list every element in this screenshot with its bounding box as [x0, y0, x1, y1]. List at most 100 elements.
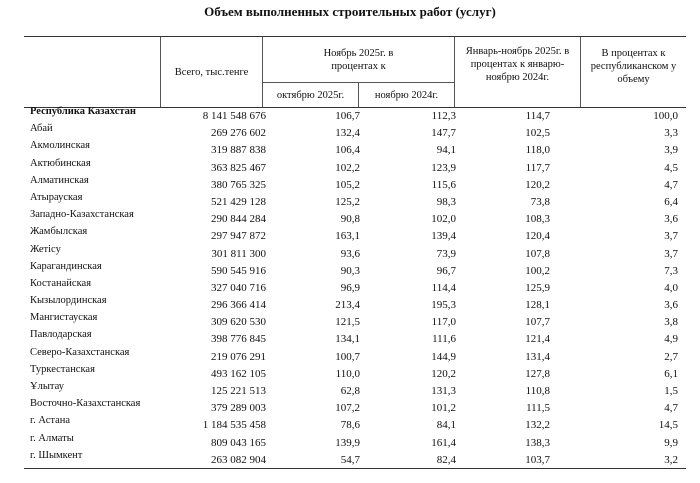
- pct-november-2024: 102,0: [431, 213, 456, 226]
- table-row: Алматинская 380 765 325 105,2 115,6 120,2 4,7: [24, 174, 686, 193]
- table-row: Павлодарская 398 776 845 134,1 111,6 121,4 4,…: [24, 329, 686, 347]
- table-row: г. Астана 1 184 535 458 78,6 84,1 132,2 14,5: [24, 415, 686, 433]
- region-name: Павлодарская: [30, 329, 92, 341]
- pct-october: 110,0: [335, 367, 360, 380]
- pct-november-2024: 117,0: [431, 316, 456, 329]
- pct-jan-nov: 132,2: [525, 419, 550, 432]
- total-value: 309 620 530: [211, 316, 266, 329]
- pct-jan-nov: 118,0: [525, 144, 550, 157]
- pct-jan-nov: 121,4: [525, 333, 550, 346]
- pct-jan-nov: 127,8: [525, 367, 550, 380]
- total-value: 263 082 904: [211, 453, 266, 466]
- pct-november-2024: 115,6: [431, 178, 456, 191]
- region-name: Мангистауская: [30, 312, 98, 324]
- pct-october: 93,6: [340, 247, 360, 260]
- header-share: В процентах к республиканском у объему: [580, 37, 686, 107]
- table-row: Абай 269 276 602 132,4 147,7 102,5 3,3: [24, 123, 686, 141]
- table-row: Западно-Казахстанская 290 844 284 90,8 102,…: [24, 209, 686, 227]
- region-name: Абай: [30, 123, 53, 135]
- pct-jan-nov: 131,4: [525, 350, 550, 363]
- pct-jan-nov: 128,1: [525, 299, 550, 312]
- pct-november-2024: 112,3: [431, 110, 456, 122]
- pct-october: 100,7: [335, 350, 360, 363]
- total-value: 297 947 872: [211, 230, 266, 243]
- pct-november-2024: 139,4: [431, 230, 456, 243]
- pct-jan-nov: 107,8: [525, 247, 550, 260]
- pct-november-2024: 195,3: [431, 299, 456, 312]
- pct-october: 134,1: [335, 333, 360, 346]
- share-value: 4,9: [664, 333, 678, 346]
- pct-october: 106,4: [335, 144, 360, 157]
- pct-november-2024: 94,1: [436, 144, 456, 157]
- pct-october: 78,6: [340, 419, 360, 432]
- pct-october: 107,2: [335, 402, 360, 415]
- table-row: Атырауская 521 429 128 125,2 98,3 73,8 6,4: [24, 192, 686, 210]
- pct-october: 102,2: [335, 161, 360, 174]
- pct-november-2024: 111,6: [432, 333, 456, 346]
- total-value: 327 040 716: [211, 281, 266, 294]
- table-row: Северо-Казахстанская 219 076 291 100,7 144,…: [24, 347, 686, 365]
- share-value: 100,0: [653, 110, 678, 122]
- total-value: 379 289 003: [211, 402, 266, 415]
- total-value: 301 811 300: [211, 247, 266, 260]
- total-value: 290 844 284: [211, 213, 266, 226]
- table-row: Туркестанская 493 162 105 110,0 120,2 127,8 6…: [24, 363, 686, 382]
- pct-november-2024: 131,3: [431, 385, 456, 397]
- pct-jan-nov: 114,7: [525, 110, 550, 122]
- pct-november-2024: 82,4: [436, 453, 456, 466]
- region-name: Карагандинская: [30, 260, 102, 272]
- pct-october: 139,9: [335, 436, 360, 449]
- pct-october: 105,2: [335, 178, 360, 191]
- pct-november-2024: 84,1: [436, 419, 456, 432]
- share-value: 4,0: [664, 281, 678, 294]
- pct-jan-nov: 107,7: [525, 316, 550, 329]
- region-name: Западно-Казахстанская: [30, 209, 134, 221]
- total-value: 493 162 105: [211, 367, 266, 380]
- region-name: Туркестанская: [30, 363, 95, 375]
- table-row: Акмолинская 319 887 838 106,4 94,1 118,0 3,9: [24, 140, 686, 158]
- pct-jan-nov: 117,7: [525, 161, 550, 174]
- header-october: октябрю 2025г.: [262, 83, 358, 107]
- pct-jan-nov: 125,9: [525, 281, 550, 294]
- total-value: 380 765 325: [211, 178, 266, 191]
- pct-october: 163,1: [335, 230, 360, 243]
- total-value: 219 076 291: [211, 350, 266, 363]
- table-body: Республика Казахстан 8 141 548 676 106,7 11…: [24, 106, 686, 469]
- total-value: 398 776 845: [211, 333, 266, 346]
- pct-october: 106,7: [335, 110, 360, 122]
- share-value: 6,1: [664, 367, 678, 380]
- total-value: 269 276 602: [211, 127, 266, 140]
- pct-jan-nov: 73,8: [530, 195, 550, 208]
- pct-jan-nov: 100,2: [525, 264, 550, 277]
- total-value: 590 545 916: [211, 264, 266, 277]
- share-value: 3,9: [664, 144, 678, 157]
- total-value: 363 825 467: [211, 161, 266, 174]
- region-name: Алматинская: [30, 174, 89, 186]
- table-row: Ұлытау 125 221 513 62,8 131,3 110,8 1,5: [24, 381, 686, 399]
- table-row: Карагандинская 590 545 916 90,3 96,7 100,2 7,…: [24, 260, 686, 279]
- page-title: Объем выполненных строительных работ (ус…: [204, 4, 496, 19]
- pct-november-2024: 101,2: [431, 402, 456, 415]
- region-name: Жамбылская: [30, 226, 88, 238]
- share-value: 7,3: [664, 264, 678, 277]
- pct-jan-nov: 108,3: [525, 213, 550, 226]
- pct-october: 90,8: [340, 213, 360, 226]
- pct-november-2024: 98,3: [436, 195, 456, 208]
- pct-jan-nov: 138,3: [525, 436, 550, 449]
- table-row: Костанайская 327 040 716 96,9 114,4 125,9 4,0: [24, 277, 686, 296]
- pct-jan-nov: 103,7: [525, 453, 550, 466]
- total-value: 809 043 165: [211, 436, 266, 449]
- table-row: Мангистауская 309 620 530 121,5 117,0 107,7 3…: [24, 312, 686, 330]
- share-value: 3,2: [664, 453, 678, 466]
- header-november-group: Ноябрь 2025г. в процентах к: [262, 37, 454, 83]
- pct-november-2024: 161,4: [431, 436, 456, 449]
- share-value: 3,7: [664, 230, 678, 243]
- table-row: Актюбинская 363 825 467 102,2 123,9 117,7 4,5: [24, 158, 686, 176]
- total-value: 319 887 838: [211, 144, 266, 157]
- region-name: Восточно-Казахстанская: [30, 398, 141, 410]
- table-row: г. Алматы 809 043 165 139,9 161,4 138,3 9,9: [24, 433, 686, 451]
- region-name: Костанайская: [30, 277, 92, 289]
- share-value: 3,6: [664, 299, 678, 312]
- region-name: Акмолинская: [30, 140, 91, 152]
- total-value: 8 141 548 676: [202, 110, 266, 122]
